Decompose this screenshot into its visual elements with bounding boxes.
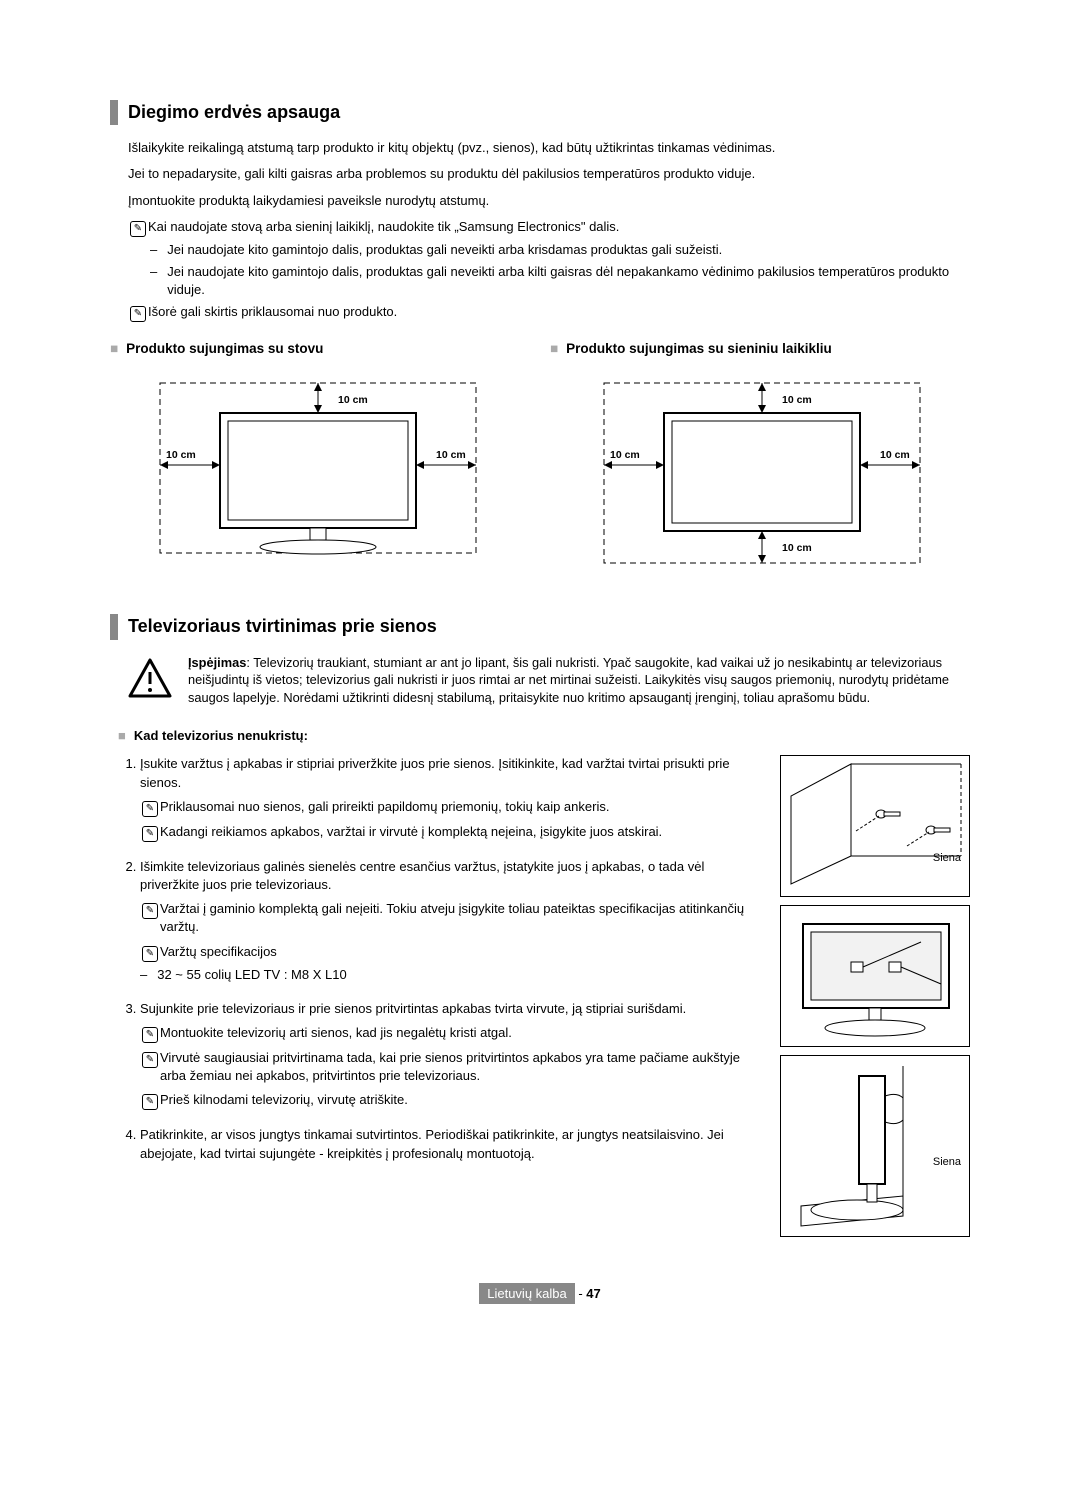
- svg-text:10 cm: 10 cm: [610, 449, 640, 461]
- section1-para1: Išlaikykite reikalingą atstumą tarp prod…: [128, 139, 970, 157]
- step4-text: Patikrinkite, ar visos jungtys tinkamai …: [140, 1127, 724, 1160]
- section2-subheading: Kad televizorius nenukristų:: [118, 727, 970, 745]
- section1-dash2: Jei naudojate kito gamintojo dalis, prod…: [150, 263, 970, 299]
- svg-text:10 cm: 10 cm: [782, 542, 812, 554]
- warning-bold: Įspėjimas: [188, 655, 246, 670]
- section1-note1: Kai naudojate stovą arba sieninį laikikl…: [128, 218, 970, 237]
- note-icon: [140, 823, 160, 842]
- instruction-list: Įsukite varžtus į apkabas ir stipriai pr…: [140, 755, 762, 1162]
- footer-page: 47: [586, 1286, 600, 1301]
- warning-icon: [128, 654, 188, 708]
- section2-title: Televizoriaus tvirtinimas prie sienos: [110, 614, 970, 639]
- note-icon: [140, 943, 160, 962]
- subheading-stand: Produkto sujungimas su stovu: [110, 340, 323, 359]
- page-footer: Lietuvių kalba - 47: [110, 1285, 970, 1303]
- fig1-label: Siena: [933, 851, 961, 866]
- diagram-wall: 10 cm 10 cm 10 cm 10 cm: [554, 365, 970, 580]
- note-icon: [128, 303, 148, 322]
- section1-dash1: Jei naudojate kito gamintojo dalis, prod…: [150, 241, 970, 259]
- svg-text:10 cm: 10 cm: [782, 394, 812, 406]
- step1-text: Įsukite varžtus į apkabas ir stipriai pr…: [140, 756, 730, 789]
- section1-note2: Išorė gali skirtis priklausomai nuo prod…: [128, 303, 970, 322]
- section1-para3: Įmontuokite produktą laikydamiesi paveik…: [128, 192, 970, 210]
- svg-text:10 cm: 10 cm: [436, 449, 466, 461]
- subheading-wall: Produkto sujungimas su sieniniu laikikli…: [550, 340, 970, 359]
- svg-text:10 cm: 10 cm: [166, 449, 196, 461]
- dim-label: 10 cm: [338, 394, 368, 406]
- section1-title: Diegimo erdvės apsauga: [110, 100, 970, 125]
- step3-text: Sujunkite prie televizoriaus ir prie sie…: [140, 1001, 686, 1016]
- note-icon: [140, 1091, 160, 1110]
- section1-para2: Jei to nepadarysite, gali kilti gaisras …: [128, 165, 970, 183]
- footer-lang: Lietuvių kalba: [479, 1283, 575, 1304]
- figure-tv-back: [780, 905, 970, 1047]
- note-icon: [128, 218, 148, 237]
- step2-text: Išimkite televizoriaus galinės sienelės …: [140, 859, 704, 892]
- note-icon: [140, 900, 160, 936]
- note-icon: [140, 1024, 160, 1043]
- warning-text: : Televizorių traukiant, stumiant ar ant…: [188, 655, 949, 706]
- figure-tether: Siena: [780, 1055, 970, 1237]
- diagram-stand: 10 cm 10 cm 10 cm: [110, 365, 526, 580]
- note-icon: [140, 798, 160, 817]
- warning-box: Įspėjimas: Televizorių traukiant, stumia…: [128, 654, 970, 708]
- note-icon: [140, 1049, 160, 1085]
- figure-wall-screws: Siena: [780, 755, 970, 897]
- svg-text:10 cm: 10 cm: [880, 449, 910, 461]
- fig3-label: Siena: [933, 1155, 961, 1170]
